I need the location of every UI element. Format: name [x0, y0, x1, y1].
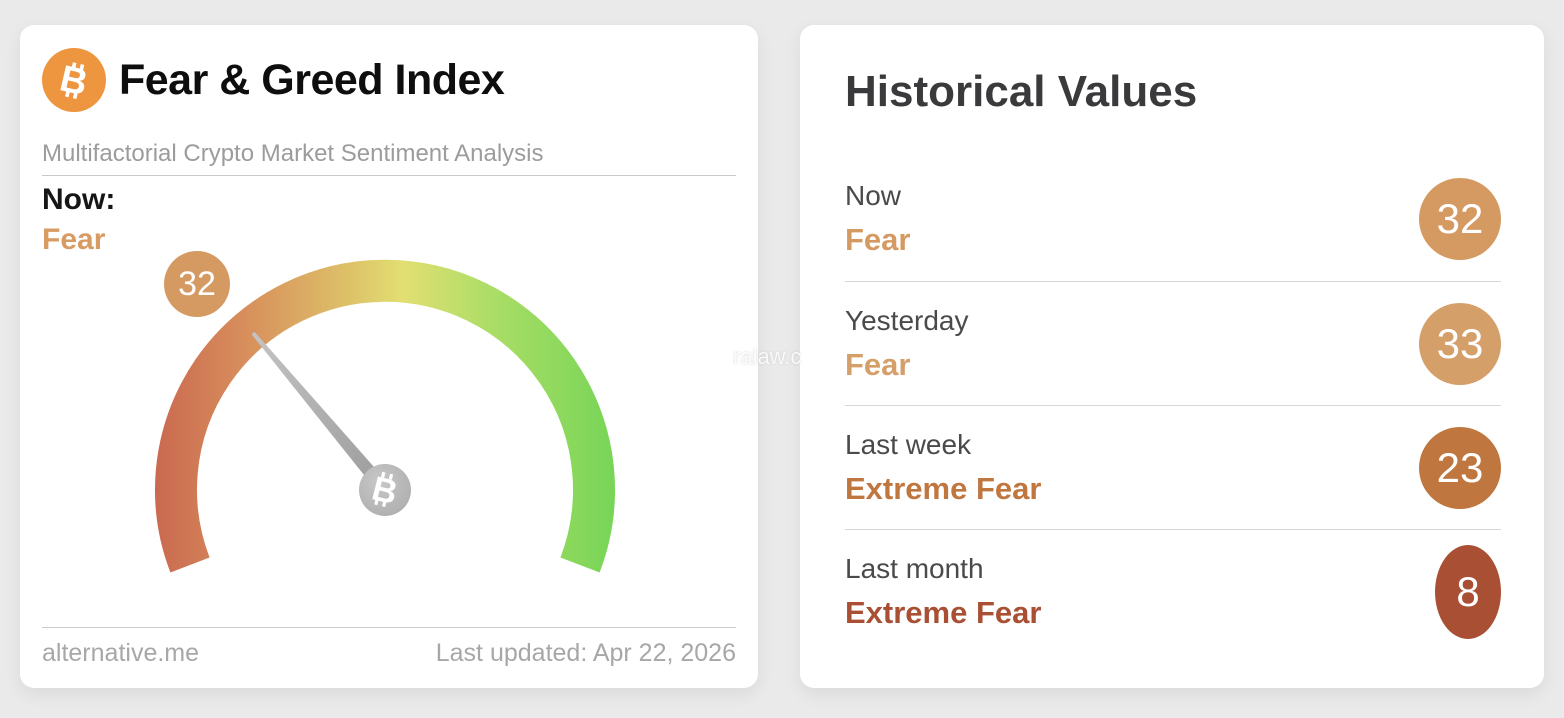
history-row-now: Now Fear 32 [845, 157, 1501, 281]
history-sentiment-label: Fear [845, 222, 911, 257]
history-value-badge: 8 [1435, 544, 1501, 639]
history-row-yesterday: Yesterday Fear 33 [845, 281, 1501, 405]
bitcoin-icon: B [42, 48, 106, 112]
history-row-text: Now Fear [845, 180, 910, 258]
gauge-needle [251, 331, 391, 495]
gauge-chart: B [20, 240, 758, 630]
history-sentiment-label: Extreme Fear [845, 594, 1042, 630]
gauge-arc [155, 259, 615, 573]
history-sentiment-label: Extreme Fear [845, 470, 1042, 506]
history-period-label: Last week [845, 428, 972, 460]
footer-divider [42, 627, 736, 628]
gauge-value-badge: 32 [164, 251, 230, 317]
history-row-last-week: Last week Extreme Fear 23 [845, 405, 1501, 529]
history-value-badge: 32 [1419, 178, 1501, 260]
history-period-label: Now [845, 180, 902, 211]
card-footer: alternative.me Last updated: Apr 22, 202… [42, 639, 736, 668]
history-row-text: Last month Extreme Fear [845, 553, 1041, 631]
history-period-label: Last month [845, 552, 984, 584]
now-sentiment: Fear [42, 223, 106, 256]
history-row-text: Yesterday Fear [845, 305, 969, 383]
history-value-badge: 23 [1419, 426, 1501, 509]
history-sentiment-label: Fear [845, 346, 911, 382]
fear-greed-card: B Fear & Greed Index Multifactorial Cryp… [20, 25, 758, 688]
gauge-pivot: B [359, 464, 411, 516]
history-period-label: Yesterday [845, 304, 969, 336]
historical-values-title: Historical Values [845, 67, 1198, 116]
historical-values-list: Now Fear 32 Yesterday Fear 33 Last week … [845, 157, 1501, 653]
bitcoin-glyph: B [56, 58, 91, 104]
card-title: Fear & Greed Index [119, 55, 505, 104]
fear-greed-header: B Fear & Greed Index [42, 48, 505, 112]
last-updated-text: Last updated: Apr 22, 2026 [435, 639, 736, 667]
history-row-text: Last week Extreme Fear [845, 429, 1041, 507]
source-link[interactable]: alternative.me [42, 639, 200, 667]
gauge-svg: B [155, 259, 615, 573]
now-label: Now: [42, 183, 116, 216]
history-row-last-month: Last month Extreme Fear 8 [845, 529, 1501, 653]
historical-values-card: Historical Values Now Fear 32 Yesterday … [800, 25, 1544, 688]
card-subtitle: Multifactorial Crypto Market Sentiment A… [42, 140, 544, 167]
history-value-badge: 33 [1419, 302, 1501, 385]
header-divider [42, 175, 736, 176]
